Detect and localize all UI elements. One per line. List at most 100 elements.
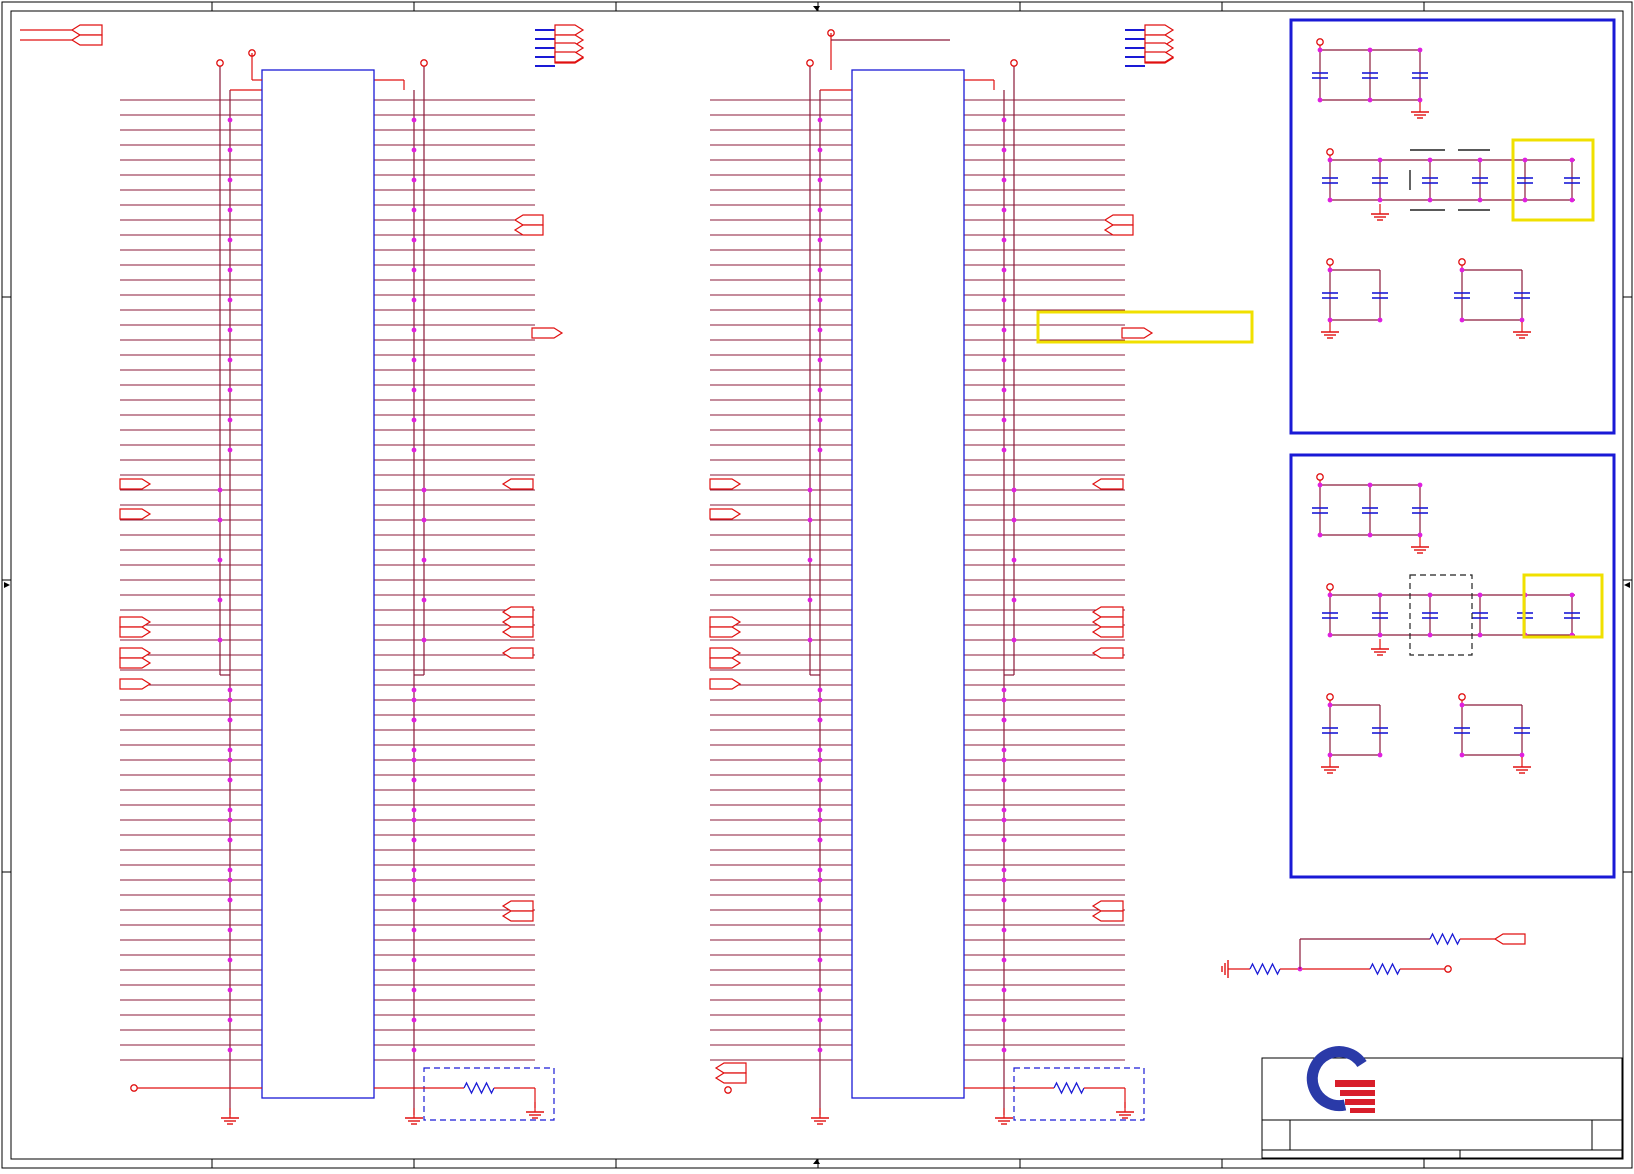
junction-dot xyxy=(1569,592,1575,598)
port-flag xyxy=(501,616,534,628)
junction-dot xyxy=(1317,482,1323,488)
quanta-logo-icon xyxy=(1306,1046,1375,1113)
junction-dot xyxy=(1417,532,1423,538)
port-connector xyxy=(709,678,742,690)
junction-dot xyxy=(817,877,823,883)
port-flag xyxy=(709,616,742,628)
left-connector xyxy=(119,24,585,1125)
junction-dot xyxy=(411,987,417,993)
port-flag xyxy=(70,24,103,36)
junction-dot xyxy=(1001,817,1007,823)
connector-body xyxy=(851,69,965,1099)
double-port-connector xyxy=(119,647,152,669)
junction-dot xyxy=(1327,592,1333,598)
capacitor-icon xyxy=(1312,507,1328,514)
logo-stripe xyxy=(1350,1108,1375,1113)
port-connector xyxy=(554,51,585,63)
ground-icon xyxy=(221,1108,239,1125)
junction-dot xyxy=(817,1017,823,1023)
port-flag xyxy=(554,51,585,63)
junction-dot xyxy=(1477,592,1483,598)
logo-ring xyxy=(1306,1046,1367,1112)
capacitor-icon xyxy=(1372,177,1388,184)
junction-dot xyxy=(1569,157,1575,163)
port-connector xyxy=(119,478,152,490)
yellow-highlight xyxy=(1036,310,1254,344)
port-connector-left xyxy=(70,24,103,46)
port-connector-left xyxy=(1091,606,1124,638)
junction-dot xyxy=(1327,157,1333,163)
port-flag xyxy=(513,214,544,226)
junction-dot xyxy=(411,117,417,123)
capacitor-icon xyxy=(1422,612,1438,619)
resistor-zigzag xyxy=(463,1081,495,1095)
port-flag xyxy=(554,42,585,54)
resistor-divider xyxy=(1221,932,1526,978)
capacitor-icon xyxy=(1362,507,1378,514)
junction-dot xyxy=(1001,867,1007,873)
capacitor-icon xyxy=(1322,292,1338,299)
pulldown-resistor-group xyxy=(374,1067,555,1121)
right-connector xyxy=(709,24,1175,1125)
junction-dot xyxy=(1317,47,1323,53)
port-connector xyxy=(119,508,152,520)
junction-dot xyxy=(1001,117,1007,123)
yellow-highlight xyxy=(1511,138,1595,222)
junction-dot xyxy=(1427,632,1433,638)
capacitor-icon xyxy=(1372,612,1388,619)
junction-dot xyxy=(1477,157,1483,163)
junction-dot xyxy=(1477,632,1483,638)
junction-dot xyxy=(1001,327,1007,333)
arrow-up-icon xyxy=(813,1159,820,1164)
junction-dot xyxy=(411,877,417,883)
junction-dot xyxy=(227,297,233,303)
junction-dot xyxy=(227,837,233,843)
resistor-zigzag xyxy=(1053,1081,1085,1095)
port-connector xyxy=(119,678,152,690)
double-port-connector xyxy=(119,616,152,638)
capacitor-icon xyxy=(1422,177,1438,184)
junction-dot xyxy=(411,177,417,183)
junction-dot xyxy=(1001,717,1007,723)
power-node xyxy=(1316,473,1324,481)
ground-icon xyxy=(995,1108,1013,1125)
junction-dot xyxy=(411,1017,417,1023)
junction-dot xyxy=(1367,97,1373,103)
junction-dot xyxy=(217,487,223,493)
port-flag xyxy=(119,508,152,520)
junction-dot xyxy=(1001,687,1007,693)
port-flag xyxy=(1091,616,1124,628)
capacitor-icon xyxy=(1372,727,1388,734)
junction-dot xyxy=(817,807,823,813)
junction-dot xyxy=(1011,637,1017,643)
junction-dot xyxy=(807,597,813,603)
port-flag xyxy=(1091,647,1124,659)
junction-dot xyxy=(817,927,823,933)
ground-icon xyxy=(526,1102,544,1119)
port-connector xyxy=(1121,327,1154,339)
junction-dot xyxy=(411,747,417,753)
top-left-net xyxy=(20,24,103,46)
dashed-box xyxy=(1013,1067,1145,1121)
double-port-connector xyxy=(709,616,742,638)
power-node xyxy=(1326,583,1334,591)
junction-dot xyxy=(411,1047,417,1053)
capacitor-icon xyxy=(1472,177,1488,184)
junction-dot xyxy=(227,417,233,423)
junction-dot xyxy=(411,297,417,303)
ground-icon xyxy=(811,1108,829,1125)
junction-dot xyxy=(817,387,823,393)
port-flag xyxy=(1091,900,1124,912)
port-flag xyxy=(119,626,152,638)
arrow-right-icon xyxy=(4,582,10,588)
junction-dot xyxy=(1459,317,1465,323)
junction-dot xyxy=(807,487,813,493)
port-connector-left xyxy=(501,647,534,659)
junction-dot xyxy=(817,777,823,783)
power-node xyxy=(420,59,428,67)
resistor-icon xyxy=(1249,962,1281,976)
junction-dot xyxy=(227,207,233,213)
junction-dot xyxy=(217,557,223,563)
junction-dot xyxy=(1001,357,1007,363)
ground-icon xyxy=(1321,322,1339,339)
